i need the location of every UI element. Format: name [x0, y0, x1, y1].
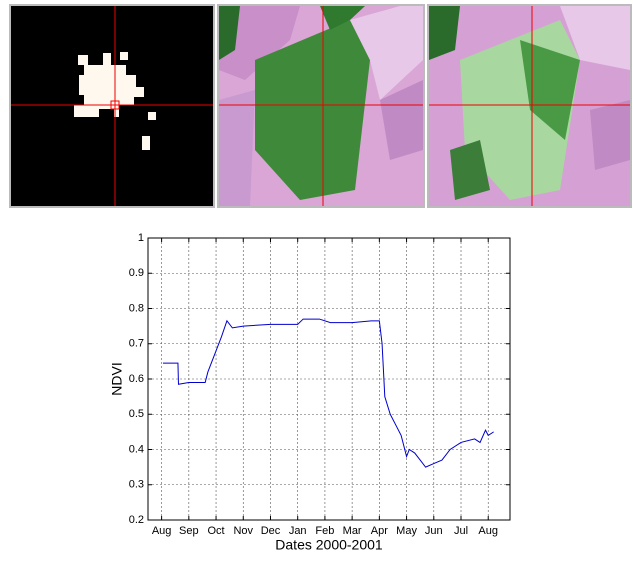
x-tick-label: Nov: [233, 525, 253, 537]
x-tick-label: Jun: [425, 525, 443, 537]
ndvi-line: [162, 318, 494, 468]
x-tick-label: May: [396, 525, 417, 537]
y-tick-label: 0.6: [129, 373, 144, 385]
y-tick-label: 1: [138, 232, 144, 244]
x-tick-label: Jan: [289, 525, 307, 537]
y-tick-label: 0.2: [129, 514, 144, 526]
image-panel-2: [427, 4, 632, 208]
y-tick-label: 0.8: [129, 302, 144, 314]
x-tick-label: Oct: [207, 525, 224, 537]
x-tick-label: Mar: [343, 525, 362, 537]
x-axis-label: Dates 2000-2001: [275, 537, 383, 553]
y-tick-label: 0.3: [129, 479, 144, 491]
x-tick-label: Feb: [315, 525, 334, 537]
mask-panel: [9, 4, 215, 208]
x-tick-label: Dec: [261, 525, 281, 537]
image-panel-1: [217, 4, 425, 208]
x-tick-label: Aug: [152, 525, 172, 537]
y-tick-label: 0.4: [129, 443, 144, 455]
x-tick-label: Apr: [371, 525, 388, 537]
y-tick-label: 0.7: [129, 338, 144, 350]
x-tick-label: Sep: [179, 525, 199, 537]
y-axis-label: NDVI: [109, 362, 125, 395]
x-tick-label: Aug: [478, 525, 498, 537]
x-tick-label: Jul: [454, 525, 468, 537]
y-tick-label: 0.9: [129, 267, 144, 279]
plot-frame: [147, 237, 511, 521]
y-tick-label: 0.5: [129, 408, 144, 420]
